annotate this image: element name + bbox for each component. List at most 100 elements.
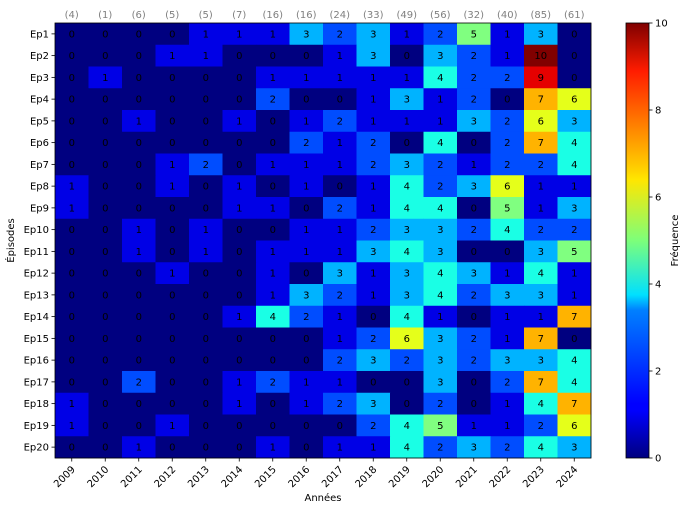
y-tick-label: Ep11 [24, 247, 49, 258]
heatmap-cell [390, 284, 424, 307]
heatmap-cell [189, 349, 223, 372]
heatmap-cell [490, 110, 525, 133]
heatmap-cell [155, 44, 190, 67]
heatmap-cell [122, 305, 156, 328]
heatmap-cell [457, 392, 491, 415]
cell-value-label: 7 [538, 334, 544, 345]
heatmap-cell [256, 88, 290, 111]
heatmap-cell [189, 392, 223, 415]
cell-value-label: 0 [136, 399, 142, 410]
cell-value-label: 2 [404, 356, 410, 367]
heatmap-cell [222, 197, 257, 220]
cell-value-label: 2 [370, 225, 376, 236]
cell-value-label: 2 [370, 160, 376, 171]
heatmap-cell [390, 66, 424, 89]
heatmap-cell [423, 327, 458, 350]
cell-value-label: 1 [236, 399, 242, 410]
heatmap-cell [390, 88, 424, 111]
heatmap-cell [423, 436, 458, 459]
cell-value-label: 1 [303, 247, 309, 258]
cell-value-label: 2 [471, 225, 477, 236]
cell-value-label: 0 [136, 95, 142, 106]
cell-value-label: 1 [102, 73, 108, 84]
heatmap-cell [457, 153, 491, 176]
cell-value-label: 0 [270, 225, 276, 236]
heatmap-cell [88, 327, 123, 350]
heatmap-cell [189, 414, 223, 437]
heatmap-cell [323, 349, 357, 372]
cell-value-label: 4 [404, 421, 410, 432]
heatmap-cell [289, 23, 324, 46]
cell-value-label: 0 [136, 73, 142, 84]
cell-value-label: 3 [538, 247, 544, 258]
heatmap-cell [55, 349, 89, 372]
heatmap-cell [557, 110, 592, 133]
cell-value-label: 5 [437, 421, 443, 432]
cell-value-label: 7 [571, 312, 577, 323]
heatmap-cell [390, 175, 424, 198]
heatmap-cell [323, 88, 357, 111]
plot-frame [54, 22, 592, 459]
column-total-label: (4) [65, 10, 79, 21]
cell-value-label: 3 [571, 116, 577, 127]
heatmap-cell [323, 262, 357, 285]
heatmap-cell [490, 327, 525, 350]
cell-value-label: 1 [370, 269, 376, 280]
heatmap-cell [55, 218, 89, 241]
heatmap-cell [55, 371, 89, 394]
y-tick-label: Ep18 [24, 399, 49, 410]
cell-value-label: 0 [303, 269, 309, 280]
heatmap-cell [222, 392, 257, 415]
cell-value-label: 0 [69, 356, 75, 367]
cell-value-label: 1 [404, 29, 410, 40]
heatmap-cell [189, 436, 223, 459]
heatmap-cell [323, 175, 357, 198]
cell-value-label: 0 [236, 73, 242, 84]
heatmap-cell [222, 218, 257, 241]
cell-value-label: 3 [370, 399, 376, 410]
heatmap-cell [323, 284, 357, 307]
cell-value-label: 4 [404, 312, 410, 323]
heatmap-cell [256, 284, 290, 307]
cell-value-label: 2 [471, 290, 477, 301]
cell-value-label: 7 [538, 95, 544, 106]
heatmap-cell [457, 262, 491, 285]
heatmap-cell [423, 240, 458, 263]
heatmap-cell [155, 240, 190, 263]
y-tick-label: Ep13 [24, 290, 49, 301]
heatmap-cell [457, 414, 491, 437]
cell-value-label: 1 [337, 377, 343, 388]
heatmap-cell [457, 197, 491, 220]
cell-value-label: 2 [370, 138, 376, 149]
cell-value-label: 2 [270, 377, 276, 388]
cell-value-label: 0 [169, 225, 175, 236]
heatmap-cell [189, 371, 223, 394]
heatmap-cell [323, 414, 357, 437]
cell-value-label: 1 [270, 73, 276, 84]
cell-value-label: 0 [404, 377, 410, 388]
cell-value-label: 0 [203, 203, 209, 214]
cell-value-label: 0 [236, 95, 242, 106]
heatmap-cell [122, 392, 156, 415]
column-totals: (4) (1) (6) (5) (5) (7) (16) (16) (24) (33) (49) (5… [65, 10, 585, 21]
cell-value-label: 4 [270, 312, 276, 323]
cell-value-label: 0 [69, 95, 75, 106]
y-tick-label: Ep2 [30, 51, 49, 62]
heatmap-cell [88, 240, 123, 263]
cell-value-label: 3 [370, 356, 376, 367]
cell-value-label: 0 [203, 116, 209, 127]
x-tick-label: 2017 [320, 464, 346, 490]
cell-value-label: 3 [571, 203, 577, 214]
cell-value-label: 3 [404, 95, 410, 106]
cell-value-label: 2 [471, 95, 477, 106]
heatmap-cell [356, 23, 391, 46]
heatmap-cell [390, 262, 424, 285]
heatmap-cells [55, 23, 592, 459]
heatmap-cell [457, 284, 491, 307]
heatmap-cell [524, 349, 558, 372]
colorbar-tick-label: 4 [655, 280, 661, 291]
cell-value-label: 1 [69, 421, 75, 432]
heatmap-cell [155, 414, 190, 437]
cell-value-label: 0 [102, 312, 108, 323]
cell-value-label: 1 [504, 334, 510, 345]
